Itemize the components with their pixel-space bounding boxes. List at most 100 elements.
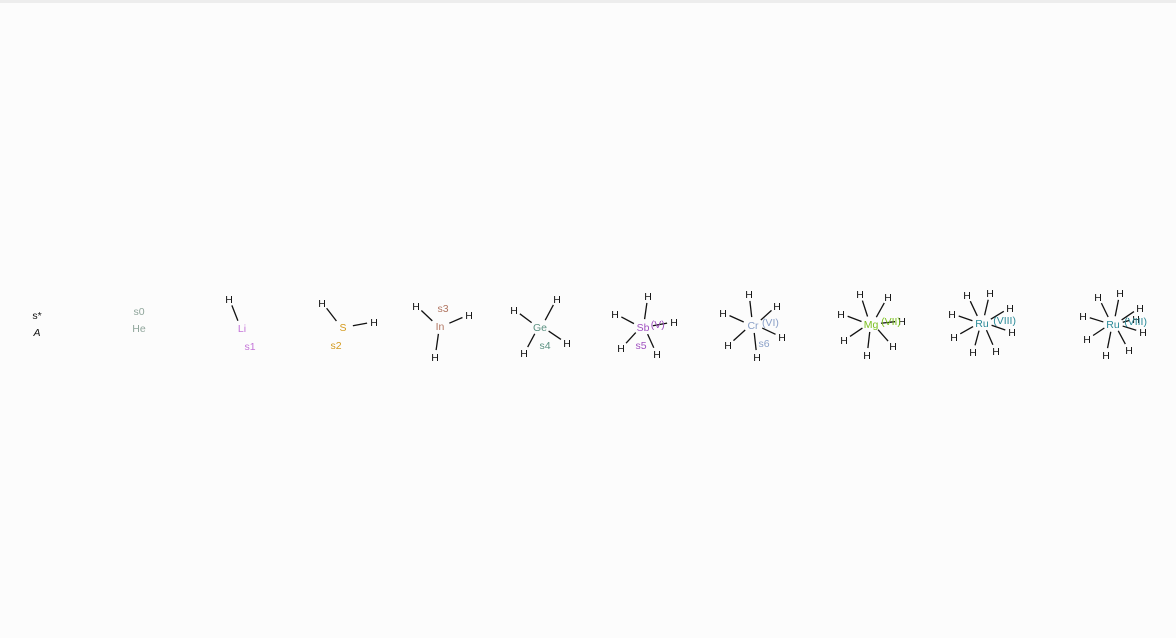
s7-hydrogen: H <box>889 341 897 353</box>
s6-hydrogen: H <box>753 352 761 364</box>
s9-bond <box>1089 317 1104 323</box>
s2-hydrogen: H <box>318 298 326 310</box>
s0-label: s0 <box>133 306 144 318</box>
s2-atom: S <box>339 322 346 334</box>
s4-bond <box>544 304 554 321</box>
s2-bond <box>326 307 337 322</box>
s8-bond <box>990 310 1005 320</box>
s5-oxidation-state: (V) <box>651 319 665 331</box>
s6-bond <box>753 332 757 351</box>
s8-hydrogen: H <box>948 309 956 321</box>
s3-hydrogen: H <box>412 301 420 313</box>
s4-bond <box>519 313 533 324</box>
s9-hydrogen: H <box>1116 288 1124 300</box>
s8-hydrogen: H <box>986 288 994 300</box>
s4-label: s4 <box>539 340 550 352</box>
s8-bond <box>958 315 973 322</box>
s5-atom: Sb <box>637 322 650 334</box>
s8-hydrogen: H <box>963 290 971 302</box>
s3-hydrogen: H <box>431 352 439 364</box>
s3-atom: In <box>436 321 445 333</box>
s9-bond <box>1122 319 1130 323</box>
s8-bond <box>991 324 1006 331</box>
top-border <box>0 0 1176 3</box>
s3-label: s3 <box>437 303 448 315</box>
s7-oxidation-state: (VII) <box>881 316 901 328</box>
s9-hydrogen: H <box>1139 327 1147 339</box>
s9-hydrogen: H <box>1083 334 1091 346</box>
s1-bond <box>231 305 239 321</box>
s6-hydrogen: H <box>719 308 727 320</box>
s6-hydrogen: H <box>724 340 732 352</box>
s4-hydrogen: H <box>520 348 528 360</box>
s1-hydrogen: H <box>225 294 233 306</box>
s8-hydrogen: H <box>992 346 1000 358</box>
s9-hydrogen: H <box>1079 311 1087 323</box>
s7-hydrogen: H <box>837 309 845 321</box>
s7-bond <box>847 315 862 323</box>
s6-bond <box>760 309 772 321</box>
s5-hydrogen: H <box>644 291 652 303</box>
s6-hydrogen: H <box>745 289 753 301</box>
s6-bond <box>733 329 746 342</box>
s7-hydrogen: H <box>840 335 848 347</box>
s4-bond <box>548 330 562 340</box>
s9-hydrogen: H <box>1136 303 1144 315</box>
s5-hydrogen: H <box>611 309 619 321</box>
legend-label: A <box>32 327 40 339</box>
s7-hydrogen: H <box>863 350 871 362</box>
s4-hydrogen: H <box>553 294 561 306</box>
s5-hydrogen: H <box>670 317 678 329</box>
s9-bond <box>1121 311 1135 321</box>
s9-bond <box>1106 331 1112 349</box>
s4-hydrogen: H <box>563 338 571 350</box>
s5-hydrogen: H <box>653 349 661 361</box>
s2-bond <box>352 322 368 327</box>
s3-bond <box>420 310 433 322</box>
s9-atom: Ru <box>1106 319 1120 331</box>
s9-bond <box>1092 327 1105 337</box>
s6-label: s6 <box>758 338 769 350</box>
s6-bond <box>729 315 744 323</box>
s8-bond <box>985 329 994 346</box>
s3-bond <box>449 316 463 324</box>
s4-hydrogen: H <box>510 305 518 317</box>
s9-bond <box>1114 299 1120 317</box>
s9-hydrogen: H <box>1125 345 1133 357</box>
s8-hydrogen: H <box>1008 327 1016 339</box>
s7-hydrogen: H <box>856 289 864 301</box>
s9-bond <box>1122 325 1137 331</box>
s6-atom: Cr <box>747 320 759 332</box>
s8-hydrogen: H <box>950 332 958 344</box>
s6-bond <box>761 327 776 335</box>
s6-oxidation-state: (VI) <box>762 317 779 329</box>
s7-bond <box>880 321 896 324</box>
s0-atom: He <box>132 323 146 335</box>
s4-atom: Ge <box>533 322 547 334</box>
s8-bond <box>974 330 980 346</box>
s5-bond <box>625 332 637 344</box>
s8-atom: Ru <box>975 318 989 330</box>
s5-bond <box>621 316 635 325</box>
s9-hydrogen: H <box>1094 292 1102 304</box>
s9-bond <box>1100 302 1109 318</box>
s7-atom: Mg <box>864 319 879 331</box>
s1-label: s1 <box>244 341 255 353</box>
s7-bond <box>849 327 863 337</box>
s8-bond <box>983 299 989 316</box>
s8-bond <box>959 326 974 335</box>
s5-hydrogen: H <box>617 343 625 355</box>
s7-hydrogen: H <box>884 292 892 304</box>
s8-hydrogen: H <box>1006 303 1014 315</box>
s9-oxidation-state: (VIII) <box>1124 316 1147 328</box>
s6-hydrogen: H <box>773 301 781 313</box>
s5-bond <box>643 302 648 320</box>
s3-hydrogen: H <box>465 310 473 322</box>
s9-hydrogen: H <box>1102 350 1110 362</box>
s8-bond <box>969 300 978 317</box>
s4-bond <box>527 333 536 348</box>
s2-hydrogen: H <box>370 317 378 329</box>
s3-bond <box>435 333 440 351</box>
s6-hydrogen: H <box>778 332 786 344</box>
